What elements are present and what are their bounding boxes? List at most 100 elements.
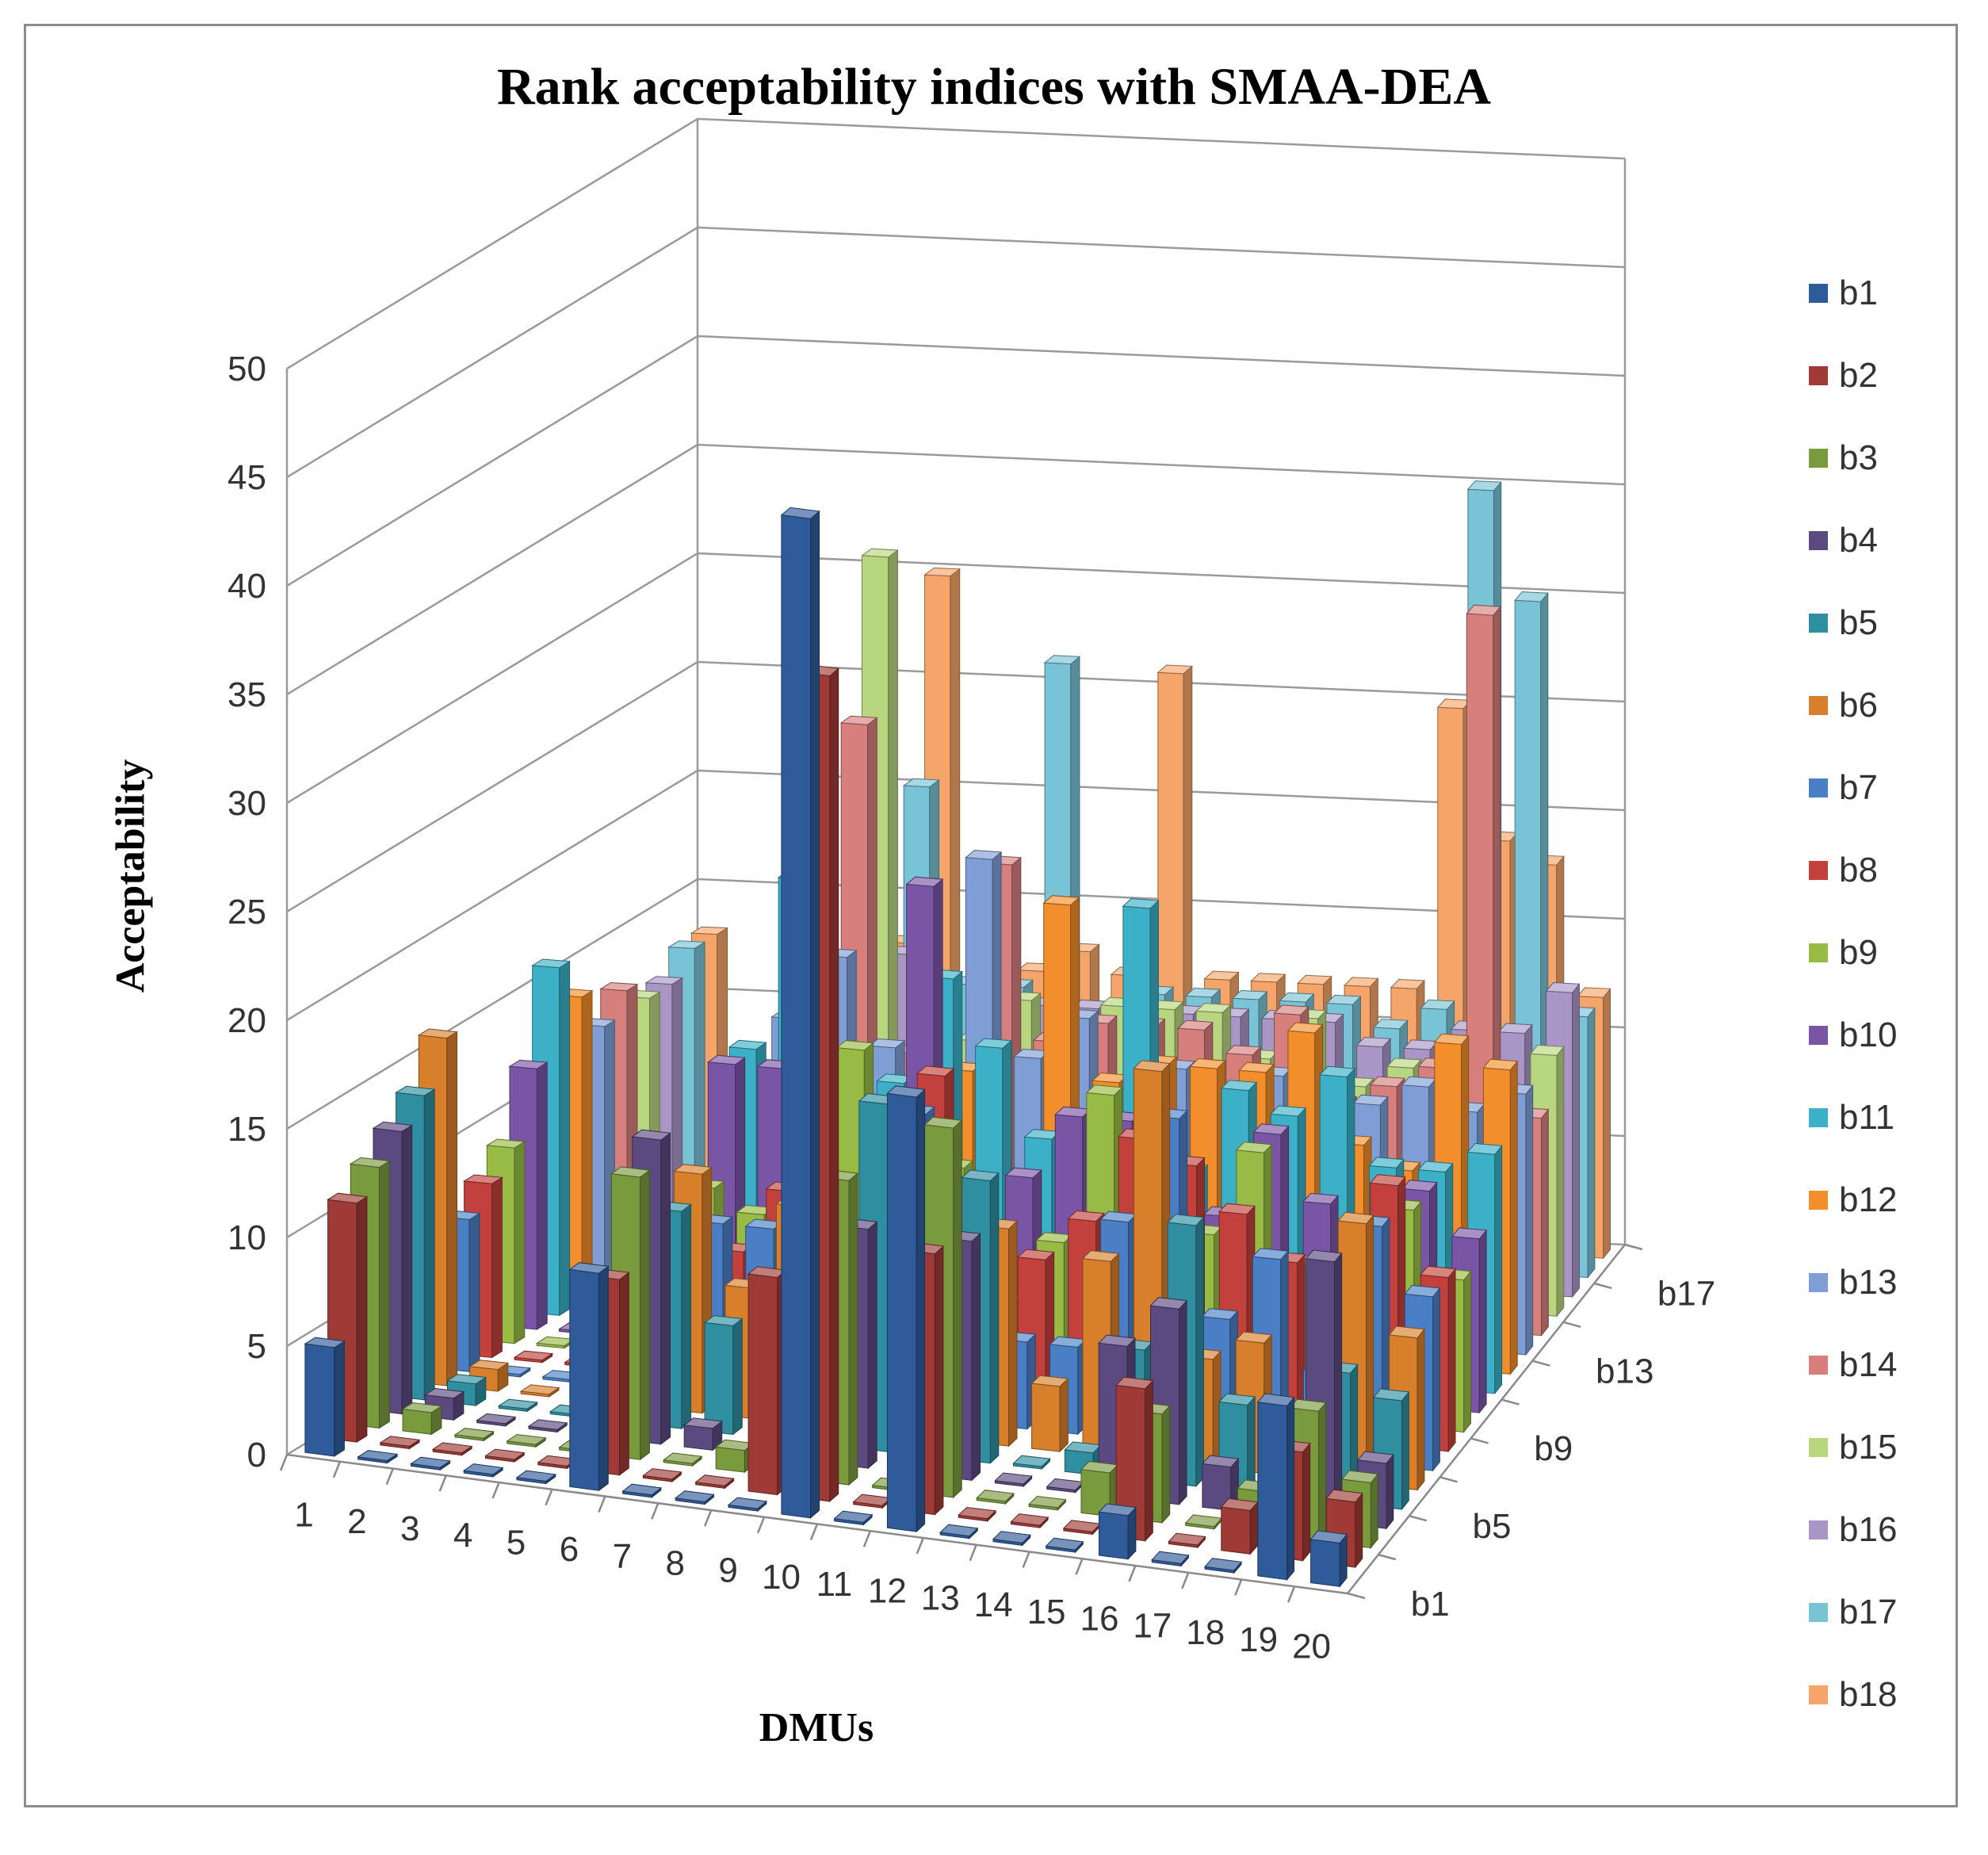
bar-b6-dmu-13 bbox=[1030, 1375, 1069, 1453]
legend-swatch bbox=[1809, 696, 1828, 715]
bar-b3-dmu-7 bbox=[663, 1452, 703, 1467]
x-tick-label: 13 bbox=[921, 1578, 960, 1617]
x-tick-label: 3 bbox=[400, 1509, 419, 1548]
bar-b1-dmu-19 bbox=[1256, 1393, 1295, 1582]
bar-b9-dmu-2 bbox=[535, 1336, 576, 1349]
bar-b1-dmu-1 bbox=[304, 1337, 346, 1457]
legend-item-b1: b1 bbox=[1809, 252, 1967, 335]
x-axis-label: DMUs bbox=[759, 1705, 874, 1750]
bar-b1-dmu-3 bbox=[410, 1456, 451, 1471]
legend-item-b13: b13 bbox=[1809, 1241, 1967, 1324]
legend-item-b15: b15 bbox=[1809, 1406, 1967, 1489]
legend-swatch bbox=[1809, 1520, 1828, 1539]
y-tick-label: 20 bbox=[227, 1001, 266, 1040]
bar-b2-dmu-8 bbox=[694, 1474, 735, 1490]
bar-b1-dmu-11 bbox=[833, 1510, 874, 1526]
depth-tick-label: b5 bbox=[1473, 1507, 1512, 1546]
legend-item-b3: b3 bbox=[1809, 417, 1967, 499]
bar-b1-dmu-14 bbox=[992, 1531, 1031, 1547]
x-tick-label: 8 bbox=[666, 1544, 685, 1583]
bar-b1-dmu-7 bbox=[621, 1483, 663, 1498]
bar-b4-dmu-3 bbox=[476, 1413, 517, 1427]
x-tick-label: 11 bbox=[816, 1565, 853, 1604]
legend-swatch bbox=[1809, 614, 1828, 633]
bar-b1-dmu-6 bbox=[568, 1262, 610, 1492]
bar-b4-dmu-14 bbox=[1046, 1478, 1084, 1494]
bar-b2-dmu-17 bbox=[1168, 1532, 1206, 1549]
bar-b2-dmu-13 bbox=[958, 1506, 997, 1522]
legend-swatch bbox=[1809, 366, 1828, 385]
legend-swatch bbox=[1809, 1685, 1828, 1704]
bar-b3-dmu-17 bbox=[1184, 1514, 1223, 1531]
y-tick-label: 15 bbox=[227, 1110, 266, 1149]
legend-label: b13 bbox=[1839, 1263, 1898, 1302]
bar-b1-dmu-15 bbox=[1045, 1537, 1084, 1554]
bar-b5-dmu-7 bbox=[703, 1315, 744, 1436]
bar-b1-dmu-9 bbox=[727, 1497, 768, 1513]
legend-item-b7: b7 bbox=[1809, 747, 1967, 829]
legend-swatch bbox=[1809, 1438, 1828, 1457]
bar-b3-dmu-14 bbox=[1028, 1495, 1067, 1512]
legend-label: b17 bbox=[1839, 1593, 1898, 1631]
bar-b1-dmu-16 bbox=[1098, 1503, 1137, 1560]
legend-swatch bbox=[1809, 1273, 1828, 1292]
bar-b3-dmu-8 bbox=[714, 1439, 755, 1474]
y-tick-label: 50 bbox=[227, 350, 266, 388]
bar-b1-dmu-8 bbox=[675, 1490, 715, 1505]
bar-b6-dmu-3 bbox=[519, 1384, 560, 1398]
bar-b5-dmu-13 bbox=[1012, 1455, 1051, 1471]
legend-item-b18: b18 bbox=[1809, 1654, 1967, 1736]
chart-frame bbox=[24, 24, 1958, 1807]
gridline-45 bbox=[286, 226, 1626, 479]
bar-b4-dmu-7 bbox=[682, 1417, 723, 1451]
bar-b1-dmu-4 bbox=[462, 1463, 504, 1478]
legend-label: b8 bbox=[1839, 851, 1878, 889]
legend-item-b14: b14 bbox=[1809, 1324, 1967, 1406]
bar-b1-dmu-13 bbox=[939, 1524, 979, 1539]
x-tick-label: 6 bbox=[560, 1530, 579, 1569]
depth-tick-label: b17 bbox=[1657, 1275, 1715, 1314]
y-tick-label: 40 bbox=[227, 567, 266, 606]
bar-b4-dmu-13 bbox=[994, 1472, 1033, 1488]
legend-swatch bbox=[1809, 284, 1828, 303]
legend-label: b11 bbox=[1839, 1098, 1895, 1137]
legend-swatch bbox=[1809, 531, 1828, 550]
x-tick-label: 19 bbox=[1239, 1620, 1278, 1659]
legend-label: b14 bbox=[1839, 1345, 1898, 1384]
x-tick-label: 12 bbox=[868, 1572, 907, 1611]
bar-b2-dmu-2 bbox=[379, 1436, 421, 1450]
bar-b3-dmu-2 bbox=[401, 1402, 443, 1436]
y-tick-label: 10 bbox=[227, 1218, 266, 1257]
legend-item-b17: b17 bbox=[1809, 1571, 1967, 1654]
bar-b2-dmu-9 bbox=[747, 1266, 787, 1496]
legend-swatch bbox=[1809, 449, 1828, 468]
legend-swatch bbox=[1809, 778, 1828, 797]
bar-b2-dmu-16 bbox=[1115, 1376, 1154, 1542]
x-tick-label: 5 bbox=[507, 1523, 526, 1562]
legend-label: b18 bbox=[1839, 1675, 1898, 1714]
bar-b2-dmu-18 bbox=[1220, 1497, 1259, 1555]
legend-label: b12 bbox=[1839, 1180, 1898, 1219]
legend-item-b4: b4 bbox=[1809, 499, 1967, 582]
legend-label: b3 bbox=[1839, 438, 1878, 477]
legend-swatch bbox=[1809, 1108, 1828, 1127]
legend-label: b6 bbox=[1839, 686, 1878, 725]
bar-b2-dmu-20 bbox=[1325, 1489, 1363, 1569]
y-tick-label: 0 bbox=[247, 1436, 266, 1474]
bar-b3-dmu-15 bbox=[1080, 1460, 1119, 1518]
legend-item-b8: b8 bbox=[1809, 829, 1967, 912]
legend-label: b15 bbox=[1839, 1428, 1898, 1467]
legend-item-b6: b6 bbox=[1809, 664, 1967, 747]
legend-item-b10: b10 bbox=[1809, 994, 1967, 1077]
bar-b2-dmu-3 bbox=[431, 1442, 473, 1456]
legend-swatch bbox=[1809, 943, 1828, 962]
x-tick-label: 7 bbox=[613, 1537, 632, 1576]
legend-item-b11: b11 bbox=[1809, 1077, 1967, 1159]
bar-b3-dmu-4 bbox=[506, 1433, 547, 1448]
legend-item-b12: b12 bbox=[1809, 1159, 1967, 1241]
x-tick-label: 20 bbox=[1292, 1627, 1331, 1666]
legend-label: b5 bbox=[1839, 603, 1878, 642]
bar-b1-dmu-12 bbox=[886, 1085, 926, 1533]
legend-label: b1 bbox=[1839, 273, 1878, 312]
bar-b5-dmu-3 bbox=[497, 1398, 538, 1413]
